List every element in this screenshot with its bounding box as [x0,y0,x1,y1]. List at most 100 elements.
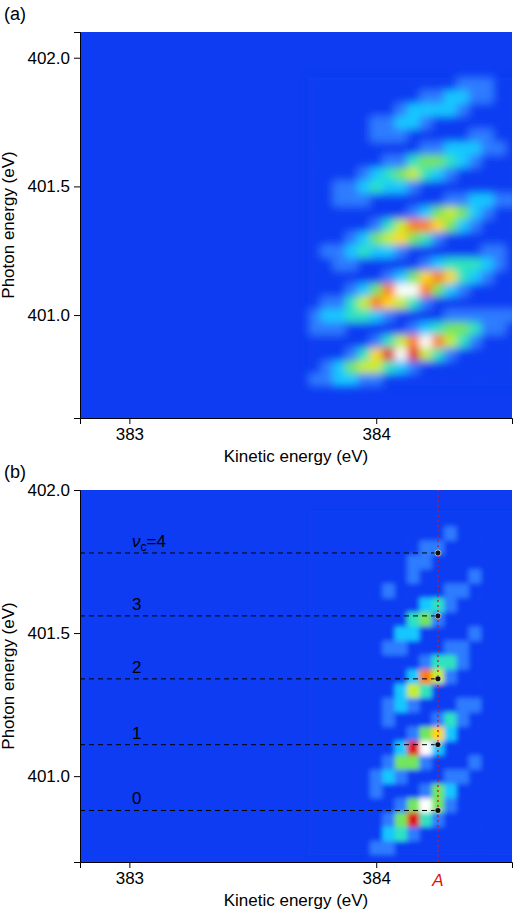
heat-cell [308,244,321,257]
heat-cell [444,334,457,347]
heat-cell [333,257,346,270]
heat-cell [432,511,445,526]
heat-cell [370,373,383,386]
heat-cell [419,270,432,283]
heat-cell [382,769,395,784]
heat-cell [419,283,432,296]
heat-cell [382,783,395,798]
heat-cell [333,244,346,257]
heat-cell [308,360,321,373]
heat-cell [481,219,494,232]
heat-cell [370,626,383,641]
heat-cell [321,583,334,598]
heat-cell [345,193,358,206]
heat-cell [407,244,420,257]
heat-cell [469,769,482,784]
tick-mark [74,633,80,634]
heat-cell [345,334,358,347]
heat-cell [432,141,445,154]
heat-cell [407,712,420,727]
heat-cell [469,540,482,555]
heat-cell [345,373,358,386]
heat-cell [345,712,358,727]
heat-cell [308,583,321,598]
heat-cell [506,697,512,712]
heat-cell [395,826,408,841]
heat-cell [370,180,383,193]
heat-cell [382,322,395,335]
heat-cell [456,683,469,698]
heat-cell [444,612,457,627]
heat-cell [432,812,445,827]
heat-cell [493,755,506,770]
tick-label: 401.5 [27,624,70,643]
heat-cell [407,640,420,655]
heat-cell [370,712,383,727]
plot-background [80,32,512,418]
heat-cell [432,231,445,244]
heat-cell [469,103,482,116]
heat-cell [321,826,334,841]
heat-cell [469,612,482,627]
heat-cell [481,373,494,386]
heat-cell [506,244,512,257]
heat-cell [432,360,445,373]
heat-cell [382,257,395,270]
heat-cell [321,755,334,770]
heat-cell [432,597,445,612]
heat-cell [358,206,371,219]
heat-cell [456,726,469,741]
heat-cell [493,626,506,641]
heat-cell [382,683,395,698]
heat-cell [382,612,395,627]
plot-area [80,490,512,862]
heat-cell [444,826,457,841]
heat-cell [456,334,469,347]
heat-cell [358,77,371,90]
heat-cell [395,783,408,798]
heat-cell [419,612,432,627]
heat-cell [419,296,432,309]
heat-cell [456,219,469,232]
heat-cell [419,841,432,856]
heat-cell [456,283,469,296]
heat-cell [382,712,395,727]
heat-cell [358,347,371,360]
heat-cell [345,783,358,798]
heat-cell [358,526,371,541]
heat-cell [481,540,494,555]
heat-cell [506,231,512,244]
heat-cell [469,554,482,569]
heat-cell [333,180,346,193]
heat-cell [481,669,494,684]
heat-cell [444,640,457,655]
heat-cell [456,511,469,526]
heat-cell [432,129,445,142]
heat-cell [481,77,494,90]
heat-cell [456,826,469,841]
heat-cell [370,812,383,827]
axis-line [74,33,81,419]
heat-cell [308,206,321,219]
heat-cell [506,129,512,142]
heat-cell [321,129,334,142]
heat-cell [382,569,395,584]
heat-cell [506,826,512,841]
heat-cell [456,116,469,129]
heat-cell [469,167,482,180]
heat-cell [469,116,482,129]
heat-cell [358,167,371,180]
heat-cell [432,180,445,193]
heat-cell [493,103,506,116]
heat-cell [395,769,408,784]
marker-label: A [431,871,443,890]
heat-cell [321,154,334,167]
heat-cell [481,769,494,784]
heat-cell [481,798,494,813]
heat-cell [419,347,432,360]
tick: 401.5 [27,177,80,196]
heat-cell [444,569,457,584]
heat-cell [493,683,506,698]
heat-cell [407,373,420,386]
plot-area [80,32,512,418]
